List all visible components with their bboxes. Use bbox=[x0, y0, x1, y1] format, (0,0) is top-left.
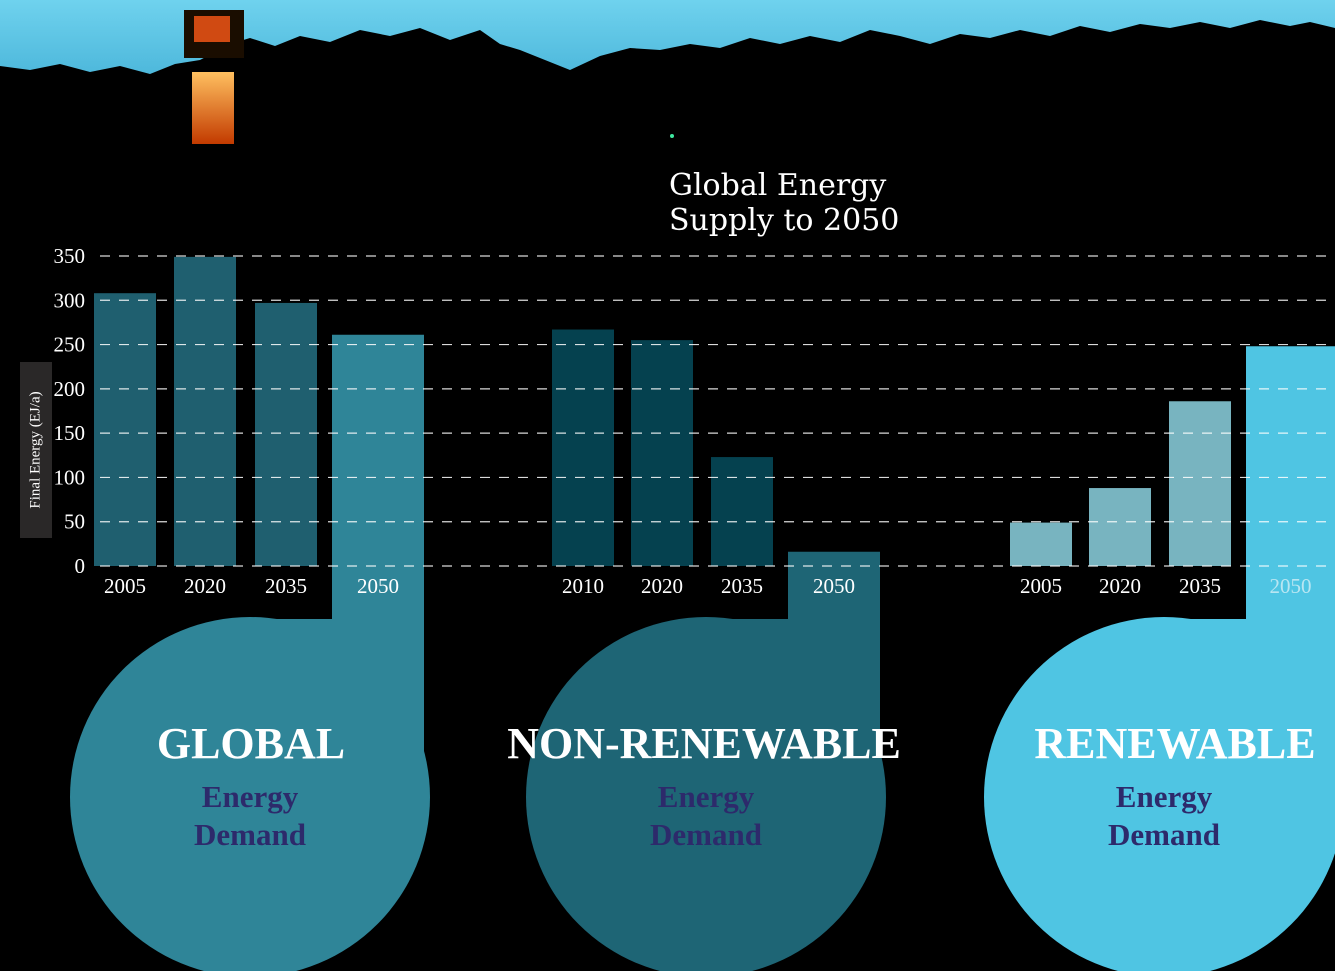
x-tick-global-2005: 2005 bbox=[104, 574, 146, 598]
group-sublabel-global-1: Energy bbox=[201, 779, 299, 814]
x-tick-global-2020: 2020 bbox=[184, 574, 226, 598]
group-sublabel-renewable-1: Energy bbox=[1115, 779, 1213, 814]
x-tick-renewable-2050: 2050 bbox=[1270, 574, 1312, 598]
group-sublabel-non-renewable-1: Energy bbox=[657, 779, 755, 814]
group-label-renewable: RENEWABLE bbox=[1034, 719, 1316, 768]
group-sublabel-non-renewable-2: Demand bbox=[650, 817, 762, 852]
x-tick-non-renewable-2035: 2035 bbox=[721, 574, 763, 598]
bar-renewable-2020 bbox=[1089, 488, 1151, 566]
bar-non-renewable-2010 bbox=[552, 329, 614, 566]
bar-renewable-2050 bbox=[1246, 346, 1335, 566]
bar-non-renewable-2020 bbox=[631, 340, 693, 566]
y-axis-label: Final Energy (EJ/a) bbox=[27, 391, 44, 509]
y-tick-0: 0 bbox=[75, 554, 86, 578]
x-tick-non-renewable-2020: 2020 bbox=[641, 574, 683, 598]
bar-non-renewable-2035 bbox=[711, 457, 773, 566]
y-tick-250: 250 bbox=[54, 333, 86, 357]
y-tick-100: 100 bbox=[54, 465, 86, 489]
group-label-non-renewable: NON-RENEWABLE bbox=[507, 719, 901, 768]
group-connector-non-renewable bbox=[700, 551, 880, 797]
x-tick-renewable-2035: 2035 bbox=[1179, 574, 1221, 598]
x-tick-renewable-2005: 2005 bbox=[1020, 574, 1062, 598]
bar-global-2005 bbox=[94, 293, 156, 566]
bar-renewable-2005 bbox=[1010, 522, 1072, 566]
group-sublabel-global-2: Demand bbox=[194, 817, 306, 852]
x-tick-non-renewable-2050: 2050 bbox=[813, 574, 855, 598]
bar-renewable-2035 bbox=[1169, 401, 1231, 566]
treeline-silhouette bbox=[0, 20, 1335, 100]
group-sublabel-renewable-2: Demand bbox=[1108, 817, 1220, 852]
glow-dot bbox=[670, 134, 674, 138]
bar-global-2020 bbox=[174, 256, 236, 566]
sign-tower bbox=[192, 72, 234, 144]
x-tick-global-2050: 2050 bbox=[357, 574, 399, 598]
y-tick-300: 300 bbox=[54, 288, 86, 312]
x-tick-global-2035: 2035 bbox=[265, 574, 307, 598]
y-tick-50: 50 bbox=[64, 510, 85, 534]
y-axis-label-box bbox=[20, 362, 52, 538]
group-label-global: GLOBAL bbox=[156, 719, 346, 768]
y-tick-200: 200 bbox=[54, 377, 86, 401]
bar-global-2050 bbox=[332, 334, 424, 566]
chart-title: Global Energy Supply to 2050 bbox=[669, 168, 900, 238]
bar-global-2035 bbox=[255, 302, 317, 566]
sign-panel bbox=[194, 16, 230, 42]
bar-non-renewable-2050 bbox=[788, 551, 880, 566]
y-tick-350: 350 bbox=[54, 244, 86, 268]
x-tick-non-renewable-2010: 2010 bbox=[562, 574, 604, 598]
y-tick-150: 150 bbox=[54, 421, 86, 445]
x-tick-renewable-2020: 2020 bbox=[1099, 574, 1141, 598]
